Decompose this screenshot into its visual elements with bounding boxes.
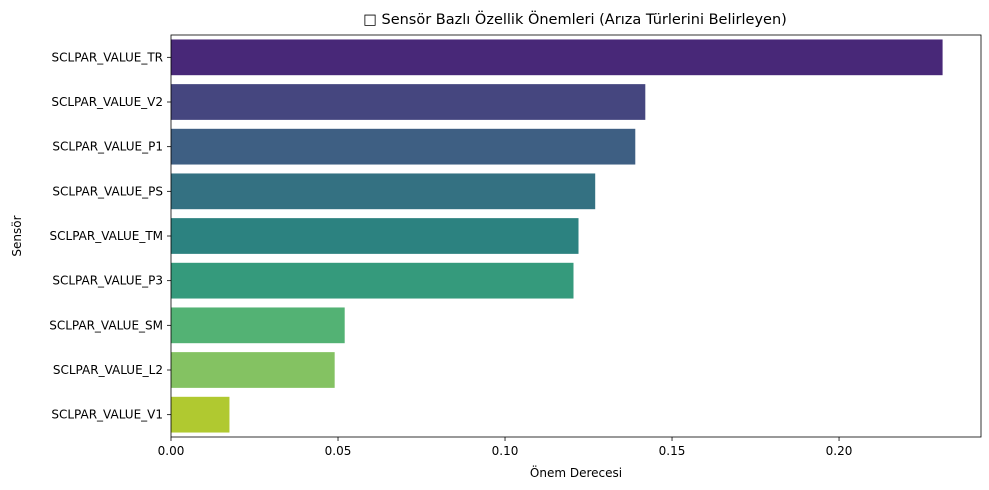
bar-sclpar-value-v2 [171,84,646,120]
y-tick-label: SCLPAR_VALUE_TM [50,229,163,243]
x-tick-label: 0.10 [492,444,519,458]
y-tick-label: SCLPAR_VALUE_V1 [51,408,163,422]
bar-sclpar-value-v1 [171,396,230,433]
x-tick-label: 0.20 [826,444,853,458]
bars-group [171,39,943,433]
y-tick-label: SCLPAR_VALUE_P3 [52,274,163,288]
y-tick-label: SCLPAR_VALUE_PS [52,184,163,198]
x-tick-label: 0.00 [158,444,185,458]
bar-sclpar-value-sm [171,307,345,344]
chart-title: □ Sensör Bazlı Özellik Önemleri (Arıza T… [363,10,787,28]
x-tick-label: 0.05 [325,444,352,458]
bar-sclpar-value-tm [171,218,579,254]
bar-sclpar-value-l2 [171,352,335,388]
bar-sclpar-value-p1 [171,128,636,165]
x-tick-label: 0.15 [659,444,686,458]
y-tick-label: SCLPAR_VALUE_TR [52,50,163,64]
bar-sclpar-value-ps [171,173,596,210]
x-ticks-group: 0.00 0.05 0.10 0.15 0.20 [158,437,853,458]
x-axis-label: Önem Derecesi [530,464,622,480]
y-ticks-group: SCLPAR_VALUE_TR SCLPAR_VALUE_V2 SCLPAR_VAL… [49,50,171,422]
y-axis-label: Sensör [10,215,24,256]
plot-frame [170,34,982,438]
y-tick-label: SCLPAR_VALUE_L2 [53,363,163,377]
y-tick-label: SCLPAR_VALUE_V2 [51,95,163,109]
y-tick-label: SCLPAR_VALUE_P1 [52,140,163,154]
bar-sclpar-value-tr [171,39,943,76]
bar-sclpar-value-p3 [171,262,574,299]
y-tick-label: SCLPAR_VALUE_SM [49,318,163,332]
